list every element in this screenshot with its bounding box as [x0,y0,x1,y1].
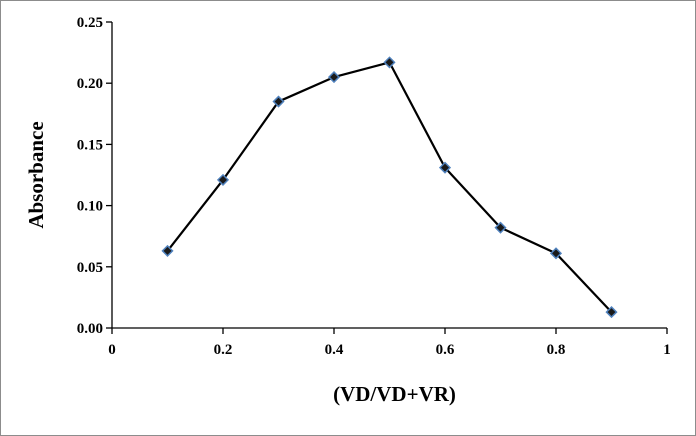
data-point [272,95,285,108]
x-tick-label: 0.4 [325,342,344,358]
x-tick-label: 0.6 [436,342,455,358]
data-point [161,244,174,257]
y-ticks: 0.00 0.05 0.10 0.15 0.20 0.25 [77,15,112,337]
y-tick-label: 0.15 [77,137,103,153]
x-tick-label: 0.8 [547,342,566,358]
y-tick-label: 0.10 [77,199,103,215]
x-tick-label: 0.2 [214,342,233,358]
data-point [438,161,452,174]
x-axis-title: (VD/VD+VR) [333,382,456,406]
data-point [549,247,563,260]
axes [111,22,667,329]
x-ticks: 0 0.2 0.4 0.6 0.8 1 [108,328,671,358]
data-point [383,56,396,69]
y-tick-label: 0.05 [77,260,103,276]
y-tick-label: 0.20 [77,76,103,92]
series-line [166,61,613,313]
y-tick-label: 0.00 [77,321,103,337]
y-axis-title: Absorbance [24,121,48,228]
data-point [216,173,230,186]
x-tick-label: 1 [663,342,671,358]
y-tick-label: 0.25 [77,15,103,31]
plot-area [161,56,618,319]
x-tick-label: 0 [108,342,116,358]
data-point [494,221,507,234]
data-point [605,306,618,319]
data-point [327,71,341,84]
